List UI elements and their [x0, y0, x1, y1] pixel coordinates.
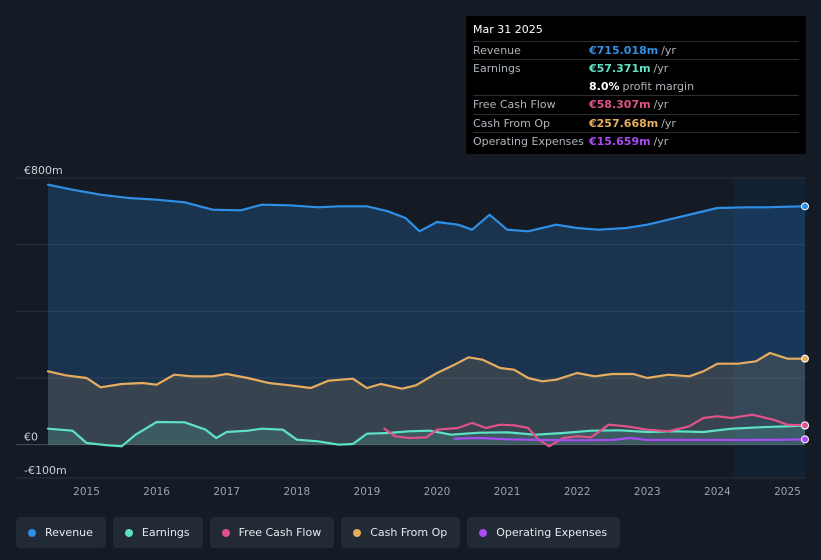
x-tick-label: 2019 — [354, 486, 381, 498]
tooltip-row: 8.0% profit margin — [473, 78, 799, 95]
y-axis-labels: €800m €0 -€100m — [24, 164, 67, 477]
earnings-line — [46, 420, 807, 448]
legend-item-operating-expenses[interactable]: Operating Expenses — [467, 517, 621, 548]
y-tick-label: -€100m — [24, 464, 67, 477]
x-tick-label: 2017 — [213, 486, 240, 498]
tooltip-label: Operating Expenses — [473, 134, 584, 148]
tooltip-row: Cash From Op €257.668m/yr — [473, 113, 799, 132]
legend-dot-icon — [353, 528, 362, 537]
tooltip: Mar 31 2025 Revenue €715.018m/yr Earnings €… — [466, 16, 806, 154]
x-tick-label: 2021 — [494, 486, 521, 498]
x-tick-label: 2024 — [704, 486, 731, 498]
legend-dot-icon — [124, 528, 133, 537]
x-tick-label: 2025 — [774, 486, 801, 498]
y-tick-label: €0 — [24, 431, 38, 444]
legend-label: Operating Expenses — [496, 526, 608, 539]
tooltip-unit: /yr — [653, 98, 669, 112]
cash-from-op-line — [46, 351, 807, 390]
gridlines — [16, 177, 805, 479]
revenue-area — [48, 184, 805, 445]
tooltip-value: 8.0% — [589, 79, 620, 93]
tooltip-label: Cash From Op — [473, 116, 551, 130]
tooltip-value: €58.307m — [589, 98, 651, 112]
tooltip-row: Free Cash Flow €58.307m/yr — [473, 95, 799, 113]
legend-item-free-cash-flow[interactable]: Free Cash Flow — [209, 517, 335, 548]
tooltip-unit: /yr — [653, 134, 669, 148]
legend-item-earnings[interactable]: Earnings — [112, 517, 203, 548]
tooltip-unit: /yr — [661, 44, 676, 57]
legend: Revenue Earnings Free Cash Flow Cash From O… — [16, 517, 621, 548]
x-tick-label: 2022 — [564, 486, 591, 498]
legend-dot-icon — [28, 528, 36, 537]
legend-label: Cash From Op — [370, 526, 448, 539]
tooltip-label: Earnings — [473, 62, 521, 76]
cash-from-op-area — [48, 353, 805, 445]
tooltip-row: Revenue €715.018m/yr — [473, 41, 799, 59]
y-tick-label: €800m — [24, 164, 63, 177]
revenue-end-point — [801, 202, 809, 211]
free-cash-flow-line — [383, 413, 807, 448]
series-layer — [46, 183, 809, 448]
tooltip-value: €257.668m — [589, 116, 659, 130]
tooltip-unit: /yr — [661, 116, 676, 130]
legend-item-revenue[interactable]: Revenue — [16, 517, 106, 548]
x-tick-label: 2023 — [634, 486, 661, 498]
legend-label: Revenue — [45, 526, 93, 539]
x-tick-label: 2020 — [424, 486, 451, 498]
x-tick-label: 2018 — [283, 486, 310, 498]
legend-label: Free Cash Flow — [238, 526, 322, 539]
legend-dot-icon — [479, 528, 488, 537]
x-tick-label: 2015 — [73, 486, 100, 498]
x-tick-label: 2016 — [143, 486, 170, 498]
tooltip-label: Free Cash Flow — [473, 98, 556, 112]
tooltip-row: Operating Expenses €15.659m/yr — [473, 131, 799, 150]
free-cash-flow-end-point — [801, 421, 809, 430]
legend-label: Earnings — [141, 526, 190, 539]
operating-expenses-line — [453, 436, 807, 442]
tooltip-label — [473, 78, 589, 95]
tooltip-unit: profit margin — [622, 79, 695, 93]
tooltip-date: Mar 31 2025 — [473, 23, 543, 36]
tooltip-value: €57.371m — [589, 62, 651, 76]
cash-from-op-end-point — [801, 354, 809, 363]
legend-dot-icon — [221, 528, 230, 537]
revenue-line — [46, 183, 807, 233]
legend-item-cash-from-op[interactable]: Cash From Op — [341, 517, 461, 548]
tooltip-row: Earnings €57.371m/yr — [473, 59, 799, 77]
operating-expenses-end-point — [801, 435, 809, 444]
x-axis-labels: 2015 2016 2017 2018 2019 2020 2021 2022 2023 2024… — [73, 486, 801, 498]
tooltip-value: €15.659m — [589, 134, 651, 148]
tooltip-label: Revenue — [473, 44, 521, 57]
tooltip-value: €715.018m — [589, 44, 659, 57]
chart: €800m€0-€100m 2015 2016 2017 2018 2019 2020 20… — [16, 164, 809, 498]
tooltip-unit: /yr — [653, 62, 669, 76]
